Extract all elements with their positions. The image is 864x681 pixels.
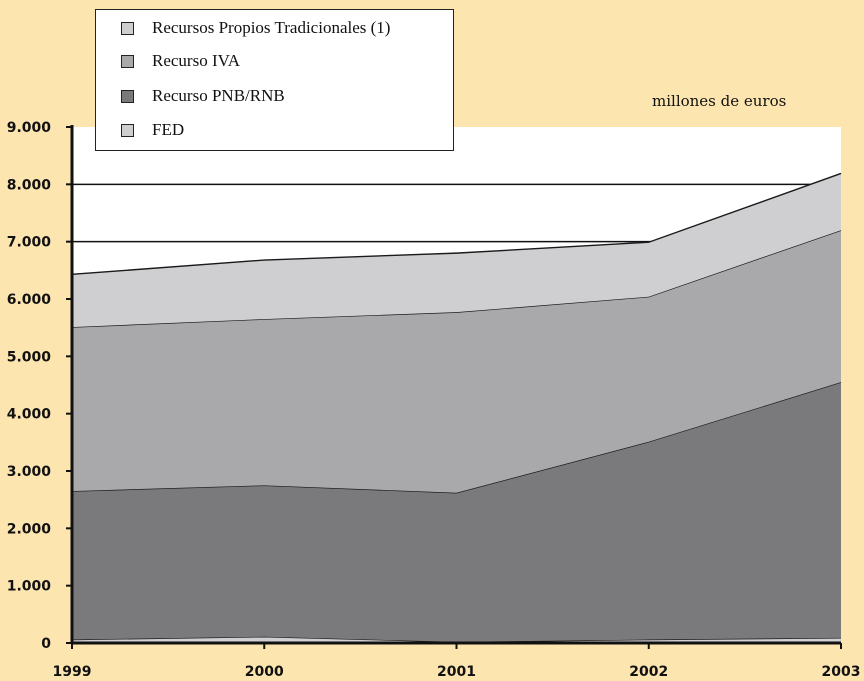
series-line-recursos-propios-tradicionales-1 — [71, 172, 842, 276]
y-tick-label: 2.000 — [7, 521, 52, 537]
series-line-recurso-iva — [71, 229, 842, 328]
area-recurso-iva — [72, 230, 841, 493]
legend-label: Recurso PNB/RNB — [152, 86, 285, 105]
y-tick-label: 7.000 — [7, 235, 52, 251]
area-fed — [72, 636, 841, 643]
legend-swatch — [121, 54, 134, 68]
legend-swatch — [121, 21, 134, 35]
legend: Recursos Propios Tradicionales (1) Recur… — [95, 9, 454, 151]
x-tick-label: 2000 — [245, 664, 284, 680]
legend-label: Recurso IVA — [152, 51, 240, 70]
legend-item-recursos-propios: Recursos Propios Tradicionales (1) — [121, 18, 390, 38]
x-tick-label: 2002 — [629, 664, 668, 680]
area-recursos-propios-tradicionales-1 — [72, 173, 841, 328]
y-tick-label: 6.000 — [7, 292, 52, 308]
x-tick-label: 1999 — [53, 664, 92, 680]
area-recurso-pnb-rnb — [72, 382, 841, 642]
legend-item-recurso-pnb: Recurso PNB/RNB — [121, 86, 285, 106]
y-tick-label: 3.000 — [7, 464, 52, 480]
x-tick-label: 2003 — [822, 664, 861, 680]
legend-label: Recursos Propios Tradicionales (1) — [152, 18, 391, 37]
y-tick-label: 8.000 — [7, 177, 52, 193]
legend-swatch — [121, 123, 134, 137]
y-tick-label: 1.000 — [7, 579, 52, 595]
y-tick-label: 5.000 — [7, 349, 52, 365]
legend-item-recurso-iva: Recurso IVA — [121, 51, 240, 71]
unit-label: millones de euros — [652, 92, 787, 110]
y-tick-label: 9.000 — [7, 120, 52, 136]
y-tick-label: 4.000 — [7, 407, 52, 423]
legend-label: FED — [152, 120, 185, 139]
legend-item-fed: FED — [121, 120, 184, 140]
legend-swatch — [121, 89, 134, 103]
x-tick-label: 2001 — [437, 664, 476, 680]
y-tick-label: 0 — [41, 636, 51, 652]
